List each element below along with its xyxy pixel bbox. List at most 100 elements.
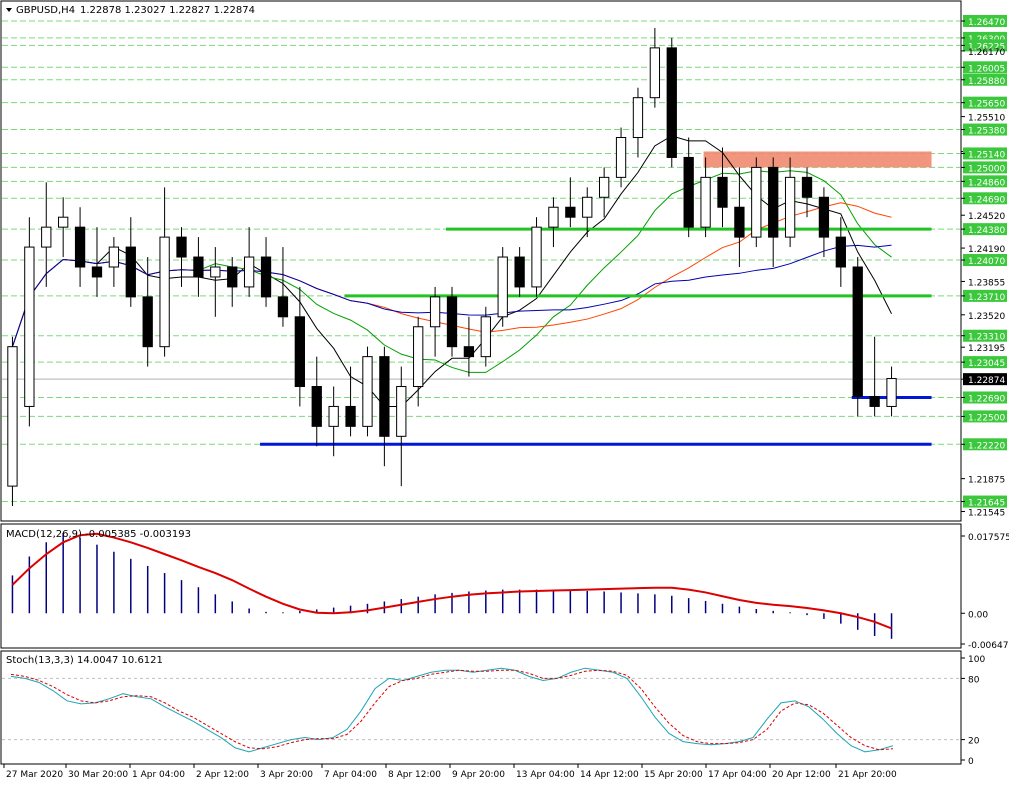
time-label: 30 Mar 20:00 — [68, 770, 128, 780]
time-label: 13 Apr 04:00 — [516, 770, 575, 780]
time-label: 27 Mar 2020 — [6, 770, 63, 780]
price-label-bg — [963, 161, 1007, 174]
candle-body — [159, 236, 170, 348]
candle-body — [41, 226, 52, 248]
candle-body — [480, 316, 491, 358]
candle-body — [548, 206, 559, 228]
candles — [7, 27, 897, 507]
time-axis: 27 Mar 2020 30 Mar 20:00 1 Apr 04:00 2 Apr … — [3, 764, 897, 780]
price-label-bg — [963, 123, 1007, 136]
price-label: 1.21875 — [968, 476, 1005, 486]
price-label-bg — [963, 31, 1007, 44]
candle-body — [463, 346, 475, 358]
candle-body — [243, 256, 255, 288]
time-label: 9 Apr 20:00 — [452, 770, 505, 780]
candle-body — [683, 156, 694, 228]
time-label: 17 Apr 04:00 — [708, 770, 767, 780]
price-label-bg — [963, 495, 1007, 508]
time-label: 21 Apr 20:00 — [838, 770, 897, 780]
price-label: 1.25510 — [968, 114, 1005, 124]
resistance-zone-rect — [703, 151, 932, 168]
candle-body — [446, 296, 458, 348]
candle-body — [277, 296, 289, 318]
price-label: 1.25380 — [968, 127, 1005, 137]
candle-body — [700, 176, 711, 228]
candle-body — [396, 386, 407, 437]
price-label: 1.24520 — [968, 212, 1005, 222]
candle-body — [91, 266, 103, 278]
price-label-bg — [963, 254, 1007, 267]
time-label: 20 Apr 12:00 — [772, 770, 831, 780]
candle-body — [260, 256, 272, 298]
price-label: 1.23710 — [968, 293, 1005, 303]
stoch-scale-label: 0 — [968, 757, 974, 767]
price-label: 1.23310 — [968, 333, 1005, 343]
price-label: 1.26225 — [968, 42, 1005, 52]
candle-body — [74, 226, 86, 268]
candle-body — [717, 176, 728, 208]
price-label-bg — [963, 175, 1007, 188]
price-label-bg — [963, 147, 1007, 160]
stoch-scale-label: 20 — [968, 737, 980, 747]
stoch-indicator: 100 80 20 0 — [2, 655, 985, 767]
price-label-bg — [963, 96, 1007, 109]
candle-body — [345, 405, 356, 427]
candle-body — [734, 206, 745, 238]
price-label: 1.24860 — [968, 178, 1005, 188]
time-label: 2 Apr 12:00 — [196, 770, 249, 780]
macd-signal-line — [11, 532, 892, 630]
candle-body — [497, 256, 508, 318]
candle-body — [193, 256, 204, 278]
stoch-title: Stoch(13,3,3) 14.0047 10.6121 — [6, 655, 163, 666]
candle-body — [379, 356, 390, 437]
price-label-bg — [963, 438, 1007, 451]
price-scale: 1.264701.263001.262251.261701.260051.258… — [961, 14, 1007, 519]
candle-body — [294, 316, 305, 388]
price-label: 1.26005 — [968, 64, 1005, 74]
triangle-down-icon[interactable] — [6, 8, 12, 12]
candle-body — [751, 166, 762, 238]
price-label-bg — [963, 73, 1007, 86]
candle-body — [429, 296, 441, 328]
time-label: 8 Apr 12:00 — [388, 770, 441, 780]
price-label: 1.25140 — [968, 150, 1005, 160]
ohlc-readout: 1.22878 1.23027 1.22827 1.22874 — [80, 5, 255, 16]
candle-body — [58, 216, 69, 228]
price-label-bg — [963, 289, 1007, 302]
macd-scale-label: 0.017575 — [968, 533, 1009, 543]
price-label: 1.25000 — [968, 164, 1005, 174]
candle-body — [24, 246, 35, 407]
candle-body — [632, 97, 644, 139]
time-label: 15 Apr 20:00 — [644, 770, 703, 780]
candle-body — [835, 236, 846, 268]
candle-body — [125, 246, 136, 298]
stoch-scale-label: 100 — [968, 655, 985, 665]
candle-body — [176, 236, 187, 258]
time-label: 7 Apr 04:00 — [324, 770, 377, 780]
moving-average-line — [11, 135, 892, 407]
candle-body — [311, 386, 322, 427]
price-label: 1.24190 — [968, 245, 1005, 255]
price-label: 1.23195 — [968, 344, 1005, 354]
macd-indicator: 0.017575 0.00 -0.006478 — [11, 532, 1009, 651]
price-label: 1.24690 — [968, 195, 1005, 205]
candle-body — [362, 356, 373, 427]
candle-body — [142, 296, 153, 348]
candle-body — [768, 166, 779, 238]
candle-body — [599, 176, 610, 198]
time-label: 3 Apr 20:00 — [260, 770, 313, 780]
candle-body — [649, 47, 661, 99]
price-label-bg — [963, 391, 1007, 404]
price-label-bg — [963, 61, 1007, 74]
price-label: 1.25650 — [968, 100, 1005, 110]
candle-body — [666, 47, 677, 158]
price-label: 1.23855 — [968, 278, 1005, 288]
candle-body — [514, 256, 525, 288]
candle-body — [227, 266, 238, 288]
candle-body — [531, 226, 542, 288]
candle-body — [615, 137, 627, 178]
candle-body — [818, 196, 830, 238]
stoch-main-line — [10, 667, 894, 753]
